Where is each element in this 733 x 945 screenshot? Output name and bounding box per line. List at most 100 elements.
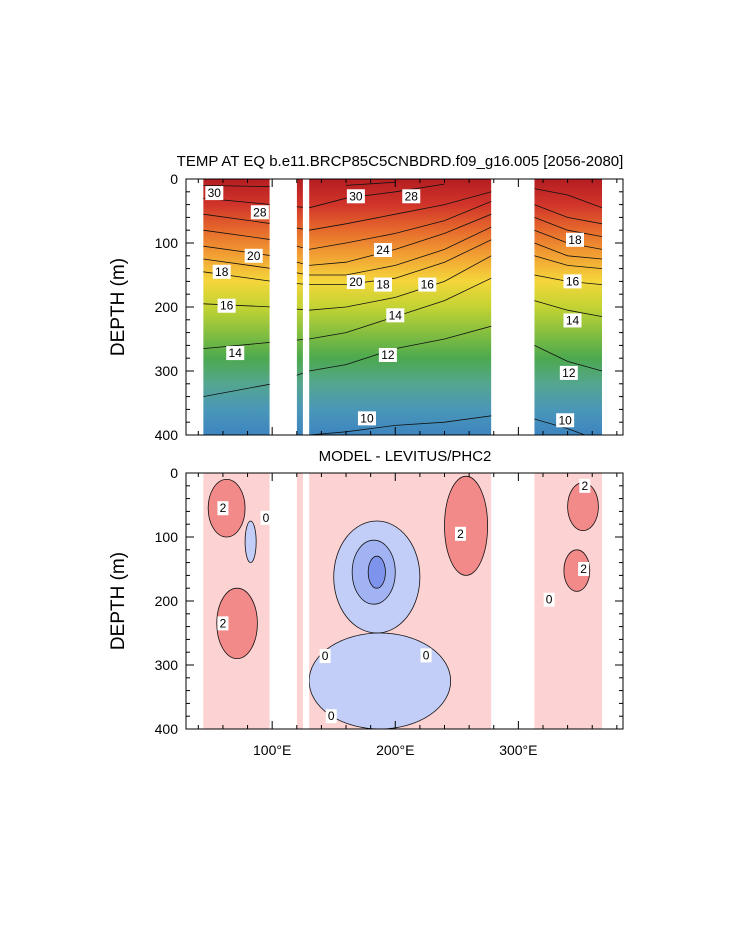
- contour-label: 24: [376, 243, 390, 257]
- contour-label: 2: [457, 527, 464, 541]
- land-mask: [491, 179, 535, 435]
- contour-label-box: [556, 413, 575, 428]
- y-tick-label: 200: [155, 593, 179, 609]
- contour-label-box: [260, 510, 272, 525]
- y-tick-label: 400: [155, 721, 179, 737]
- contour-label-box: [373, 243, 392, 258]
- contour-label: 14: [389, 308, 403, 322]
- contour-label: 30: [349, 189, 363, 203]
- contour-label: 2: [220, 501, 227, 515]
- contour-label: 18: [376, 278, 390, 292]
- contour-label: 14: [229, 346, 243, 360]
- contour-label-box: [455, 526, 467, 541]
- contour-label: 0: [546, 593, 553, 607]
- contour-label-box: [378, 348, 397, 362]
- contour-label: 16: [566, 274, 580, 288]
- top-contour-labels: 30 28 20 18 16 14 30 28 24 20 18 16 14 12 10 18 16 14 12 10: [205, 186, 584, 428]
- contour-label: 18: [215, 265, 229, 279]
- contour-label-box: [543, 592, 555, 607]
- contour-label-box: [565, 232, 584, 247]
- contour-label-box: [217, 298, 236, 313]
- contour-label-box: [205, 186, 224, 201]
- top-panel-ylabel: DEPTH (m): [108, 258, 129, 356]
- contour-label: 20: [247, 249, 261, 263]
- contour-label: 18: [568, 233, 582, 247]
- contour-label-box: [250, 205, 269, 220]
- difference-region-pos_strong: [216, 587, 258, 660]
- contour-label-box: [346, 189, 365, 204]
- contour-label: 28: [253, 205, 267, 219]
- difference-background: [296, 473, 303, 729]
- contour-label-box: [226, 346, 245, 361]
- contour-label: 28: [405, 189, 419, 203]
- contour-label: 0: [328, 709, 335, 723]
- top-panel-axes: 0 100 200 300 400: [155, 171, 623, 443]
- y-tick-label: 300: [155, 363, 179, 379]
- y-tick-label: 0: [170, 171, 178, 187]
- bottom-plot-area: [186, 473, 623, 729]
- contour-label-box: [563, 274, 582, 289]
- contour-label: 2: [580, 562, 587, 576]
- contour-label-box: [217, 616, 229, 631]
- temperature-fill: [296, 179, 303, 435]
- contour-label-box: [420, 648, 432, 663]
- land-mask: [302, 179, 310, 435]
- contour-label: 10: [558, 413, 572, 427]
- contour-label-box: [402, 189, 421, 204]
- contour-label: 14: [566, 313, 580, 327]
- y-tick-label: 100: [155, 529, 179, 545]
- contour-label-box: [578, 562, 590, 576]
- isotherm-30: [203, 181, 396, 188]
- contour-label-box: [386, 308, 405, 323]
- y-tick-label: 0: [170, 465, 178, 481]
- x-tick-label: 200°E: [376, 742, 414, 758]
- contour-label-box: [325, 709, 337, 724]
- contour-label-box: [559, 365, 578, 380]
- temperature-fill: [309, 179, 492, 435]
- contour-label: 10: [360, 411, 374, 425]
- x-tick-label: 100°E: [253, 742, 291, 758]
- contour-label: 30: [208, 186, 222, 200]
- contour-label-box: [217, 501, 229, 516]
- contour-label-box: [373, 277, 392, 292]
- contour-label: 16: [220, 299, 234, 313]
- contour-label-box: [579, 478, 591, 493]
- top-panel-title: TEMP AT EQ b.e11.BRCP85C5CNBDRD.f09_g16.…: [177, 153, 624, 170]
- contour-label-box: [212, 264, 231, 279]
- bottom-panel-ylabel: DEPTH (m): [108, 552, 129, 650]
- contour-label: 0: [423, 648, 430, 662]
- contour-label: 12: [381, 348, 395, 362]
- land-mask: [269, 179, 297, 435]
- difference-region-pos_strong: [563, 549, 591, 592]
- bottom-panel-title: MODEL - LEVITUS/PHC2: [319, 448, 492, 465]
- contour-label-box: [357, 411, 376, 426]
- contour-label-box: [563, 313, 582, 328]
- y-tick-label: 200: [155, 299, 179, 315]
- difference-region-neg_weak: [244, 520, 257, 563]
- contour-label-box: [418, 277, 437, 292]
- contour-label: 20: [349, 275, 363, 289]
- isotherm-10: [307, 415, 586, 435]
- difference-region-neg_strong: [367, 555, 386, 589]
- contour-label: 16: [421, 278, 435, 292]
- land-mask: [491, 473, 535, 729]
- contour-label-box: [319, 649, 331, 664]
- bottom-contour-labels: 2 0 2 2 0 0 0 2 2 0: [217, 478, 591, 724]
- contour-label-box: [346, 275, 365, 290]
- y-tick-label: 400: [155, 427, 179, 443]
- y-tick-label: 300: [155, 657, 179, 673]
- contour-label: 0: [322, 649, 329, 663]
- contour-label: 2: [220, 616, 227, 630]
- contour-label: 2: [581, 479, 588, 493]
- y-tick-label: 100: [155, 235, 179, 251]
- land-mask: [269, 473, 297, 729]
- land-mask: [302, 473, 310, 729]
- contour-label-box: [244, 248, 263, 263]
- contour-label: 12: [562, 366, 576, 380]
- difference-region-pos_strong: [444, 475, 488, 576]
- contour-label: 0: [263, 511, 270, 525]
- x-tick-label: 300°E: [499, 742, 537, 758]
- top-plot-area: [186, 179, 623, 435]
